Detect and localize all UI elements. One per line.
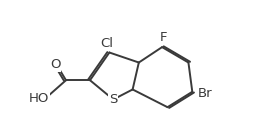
Text: Cl: Cl: [99, 37, 112, 50]
Text: O: O: [50, 58, 60, 71]
Text: S: S: [109, 93, 117, 106]
Text: HO: HO: [28, 92, 49, 105]
Text: Br: Br: [197, 87, 212, 100]
Text: F: F: [159, 31, 167, 44]
